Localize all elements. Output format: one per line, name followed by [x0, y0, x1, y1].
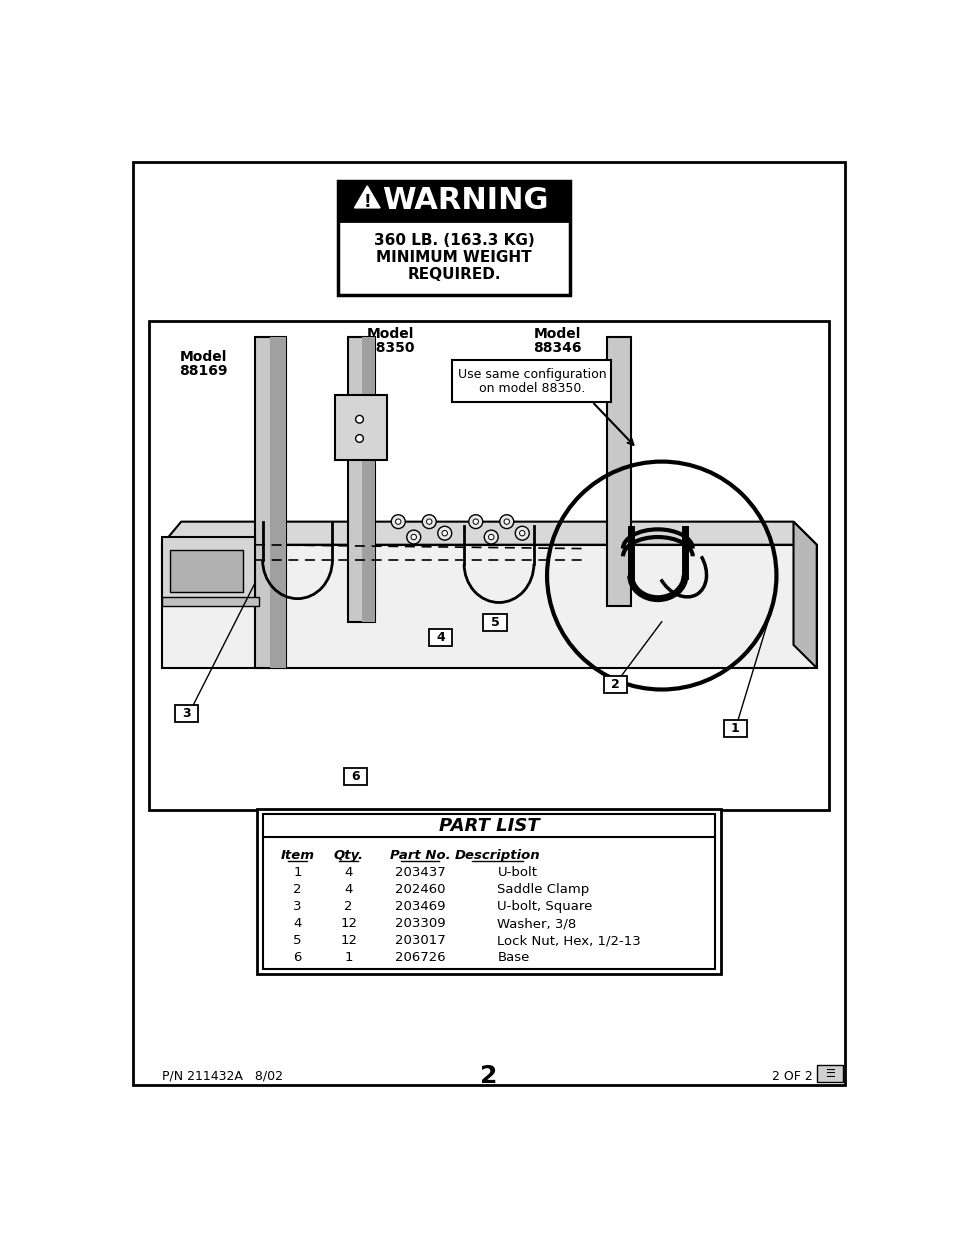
Bar [337, 180, 570, 221]
Text: on model 88350.: on model 88350. [478, 382, 584, 394]
Text: 203309: 203309 [395, 918, 445, 930]
Text: 88346: 88346 [533, 341, 580, 356]
Circle shape [488, 535, 494, 540]
Polygon shape [361, 337, 375, 621]
Circle shape [503, 519, 509, 525]
Text: 202460: 202460 [395, 883, 445, 897]
Circle shape [473, 519, 478, 525]
Text: 360 LB. (163.3 KG): 360 LB. (163.3 KG) [374, 233, 534, 248]
Text: 5: 5 [490, 616, 499, 629]
Bar [335, 395, 387, 461]
Circle shape [355, 415, 363, 424]
Polygon shape [162, 597, 258, 606]
Text: 5: 5 [293, 934, 301, 947]
Text: 4: 4 [436, 631, 445, 645]
Bar [337, 180, 570, 294]
Text: Base: Base [497, 951, 529, 965]
Circle shape [499, 515, 513, 529]
Text: P/N 211432A   8/02: P/N 211432A 8/02 [162, 1070, 283, 1083]
Circle shape [437, 526, 452, 540]
Text: 12: 12 [340, 918, 356, 930]
Circle shape [519, 531, 524, 536]
Circle shape [391, 515, 405, 529]
Polygon shape [162, 537, 254, 599]
Circle shape [441, 531, 447, 536]
Text: 1: 1 [730, 722, 739, 735]
Bar [262, 814, 715, 969]
Bar [149, 321, 828, 810]
Circle shape [468, 515, 482, 529]
Text: 203017: 203017 [395, 934, 445, 947]
Text: 2 OF 2: 2 OF 2 [771, 1070, 812, 1083]
Bar [452, 359, 611, 403]
Text: 6: 6 [351, 769, 359, 783]
Text: Qty.: Qty. [334, 850, 363, 862]
Text: 3: 3 [293, 900, 301, 913]
Text: REQUIRED.: REQUIRED. [407, 267, 500, 282]
Bar [603, 676, 626, 693]
Text: Model: Model [179, 351, 227, 364]
Text: MINIMUM WEIGHT: MINIMUM WEIGHT [375, 249, 532, 266]
Bar [723, 720, 746, 737]
Text: 88169: 88169 [178, 364, 227, 378]
Circle shape [484, 530, 497, 543]
Text: 2: 2 [344, 900, 353, 913]
Text: Model: Model [366, 327, 414, 341]
Text: 1: 1 [293, 866, 301, 879]
Text: 88350: 88350 [366, 341, 415, 356]
Text: 206726: 206726 [395, 951, 445, 965]
Polygon shape [355, 186, 379, 207]
Text: 203469: 203469 [395, 900, 445, 913]
Bar [174, 705, 198, 721]
Text: 3: 3 [182, 706, 191, 720]
Text: ☰: ☰ [824, 1068, 834, 1078]
Circle shape [411, 535, 416, 540]
Bar [483, 614, 506, 631]
Bar [429, 630, 452, 646]
Polygon shape [254, 337, 286, 668]
Text: 4: 4 [344, 866, 353, 879]
Text: Part No.: Part No. [389, 850, 450, 862]
Text: 203437: 203437 [395, 866, 445, 879]
Text: 1: 1 [344, 951, 353, 965]
Text: !: ! [363, 193, 371, 211]
Bar [344, 768, 367, 785]
Text: U-bolt: U-bolt [497, 866, 537, 879]
Text: PART LIST: PART LIST [438, 816, 538, 835]
Text: Saddle Clamp: Saddle Clamp [497, 883, 589, 897]
Text: Description: Description [455, 850, 539, 862]
Text: 4: 4 [293, 918, 301, 930]
Text: 2: 2 [479, 1065, 497, 1088]
Polygon shape [270, 337, 286, 668]
Text: Item: Item [280, 850, 314, 862]
Polygon shape [162, 521, 816, 545]
Polygon shape [793, 521, 816, 668]
Text: 2: 2 [293, 883, 301, 897]
Text: 6: 6 [293, 951, 301, 965]
Text: Lock Nut, Hex, 1/2-13: Lock Nut, Hex, 1/2-13 [497, 934, 640, 947]
Bar [816, 1066, 842, 1082]
Circle shape [515, 526, 529, 540]
Circle shape [355, 435, 363, 442]
Circle shape [422, 515, 436, 529]
Text: 2: 2 [610, 678, 619, 690]
Circle shape [395, 519, 400, 525]
Text: Model: Model [533, 327, 580, 341]
Text: WARNING: WARNING [381, 186, 548, 215]
Text: 4: 4 [344, 883, 353, 897]
Circle shape [406, 530, 420, 543]
Bar [170, 550, 243, 593]
Polygon shape [607, 337, 630, 606]
Text: 12: 12 [340, 934, 356, 947]
Text: U-bolt, Square: U-bolt, Square [497, 900, 592, 913]
Polygon shape [162, 545, 816, 668]
Bar [257, 809, 720, 974]
Circle shape [426, 519, 432, 525]
Text: Washer, 3/8: Washer, 3/8 [497, 918, 577, 930]
Polygon shape [348, 337, 375, 621]
Text: Use same configuration: Use same configuration [457, 368, 605, 380]
